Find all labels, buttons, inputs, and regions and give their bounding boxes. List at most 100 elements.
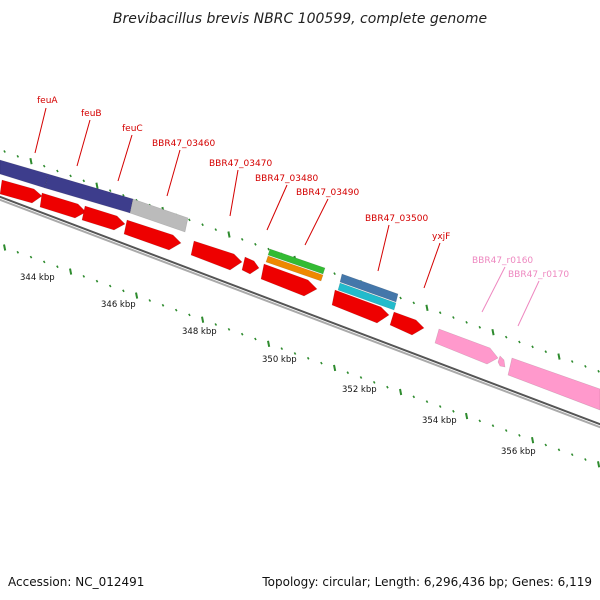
inner-tick-39: [518, 433, 521, 437]
inner-tick-23: [306, 356, 310, 360]
outer-tick-41: [544, 350, 548, 354]
leader-feuB: [76, 119, 91, 167]
genome-backbone: [0, 195, 600, 429]
inner-tick-8: [108, 284, 112, 288]
outer-tick-14: [188, 218, 191, 222]
outer-tick-42: [557, 353, 561, 360]
scale-label-350: 350 kbp: [262, 355, 297, 365]
cds-arrow-7[interactable]: [260, 263, 318, 297]
inner-tick-22: [293, 352, 297, 355]
inner-tick-35: [465, 412, 469, 420]
outer-tick-43: [570, 360, 574, 363]
inner-tick-5: [69, 268, 73, 275]
outer-tick-39: [518, 340, 521, 344]
cog-feature-blue[interactable]: [339, 273, 399, 303]
inner-tick-12: [161, 303, 165, 307]
scale-label-348: 348 kbp: [182, 327, 217, 337]
inner-tick-14: [188, 313, 191, 317]
cds-arrow-1[interactable]: [0, 179, 43, 204]
outer-tick-16: [214, 228, 218, 232]
cog-feature-orange[interactable]: [265, 255, 324, 282]
outer-tick-9: [122, 193, 125, 197]
inner-tick-2: [29, 255, 33, 259]
inner-tick-3: [42, 260, 46, 264]
gene-label-BBR47_03500[interactable]: BBR47_03500: [365, 214, 428, 224]
rna-arrow-1[interactable]: [434, 328, 499, 365]
inner-tick-29: [386, 385, 389, 389]
leader-BBR47_03480: [266, 184, 288, 231]
gene-label-BBR47_03480[interactable]: BBR47_03480: [255, 174, 318, 184]
inner-tick-37: [491, 424, 495, 428]
inner-tick-11: [148, 299, 152, 302]
cog-feature-cyan[interactable]: [337, 282, 397, 311]
outer-tick-6: [82, 179, 86, 183]
gene-label-BBR47_r0160[interactable]: BBR47_r0160: [472, 256, 533, 266]
inner-tick-9: [122, 289, 125, 293]
outer-tick-44: [584, 364, 587, 368]
inner-tick-18: [240, 332, 244, 336]
inner-tick-30: [399, 388, 403, 396]
cds-arrow-3[interactable]: [81, 205, 126, 231]
gene-label-yxjF[interactable]: yxjF: [432, 232, 450, 242]
cds-track: [0, 179, 425, 336]
outer-tick-45: [597, 369, 600, 373]
inner-tick-27: [359, 376, 363, 379]
cds-arrow-4[interactable]: [123, 219, 182, 251]
outer-tick-4: [56, 169, 59, 173]
leader-BBR47_03460: [166, 149, 181, 197]
gene-labels: feuA feuB feuC BBR47_03460 BBR47_03470 B…: [37, 96, 569, 280]
gene-label-BBR47_03490[interactable]: BBR47_03490: [296, 188, 359, 198]
cds-arrow-5[interactable]: [190, 240, 243, 271]
scale-label-346: 346 kbp: [101, 300, 136, 310]
inner-tick-33: [438, 405, 442, 408]
outer-tick-38: [504, 335, 508, 339]
leader-BBR47_03500: [377, 224, 390, 272]
outer-tick-31: [412, 301, 416, 305]
cds-arrow-2[interactable]: [39, 192, 87, 219]
inner-tick-42: [557, 448, 561, 452]
outer-tick-33: [438, 311, 442, 315]
leader-BBR47_03470: [229, 169, 239, 217]
inner-tick-21: [280, 347, 284, 351]
leader-feuC: [117, 134, 133, 182]
outer-tick-18: [240, 237, 244, 241]
scale-label-344: 344 kbp: [20, 273, 55, 283]
rna-arrow-3[interactable]: [507, 357, 600, 411]
cds-arrow-8[interactable]: [331, 289, 390, 324]
outer-tick-15: [201, 223, 204, 227]
scale-label-354: 354 kbp: [422, 416, 457, 426]
leader-feuA: [34, 107, 47, 154]
gene-label-BBR47_03470[interactable]: BBR47_03470: [209, 159, 272, 169]
genome-summary-text: Topology: circular; Length: 6,296,436 bp…: [261, 575, 592, 589]
inner-tick-41: [544, 443, 548, 447]
outer-tick-3: [42, 164, 46, 168]
cog-feature-green[interactable]: [267, 248, 326, 275]
gene-label-feuB[interactable]: feuB: [81, 109, 102, 119]
inner-tick-31: [412, 395, 416, 399]
gene-label-BBR47_r0170[interactable]: BBR47_r0170: [508, 270, 569, 280]
inner-tick-1: [16, 250, 20, 254]
cog-feature-grey[interactable]: [129, 198, 189, 233]
rna-arrow-2[interactable]: [497, 355, 506, 368]
outer-tick-35: [465, 320, 468, 324]
outer-tick-36: [478, 325, 482, 329]
rna-track: [434, 328, 600, 411]
inner-tick-26: [346, 371, 350, 375]
gene-label-BBR47_03460[interactable]: BBR47_03460: [152, 139, 215, 149]
cds-arrow-9[interactable]: [389, 311, 425, 336]
inner-tick-43: [570, 453, 574, 457]
gene-label-feuA[interactable]: feuA: [37, 96, 58, 106]
inner-tick-38: [504, 429, 508, 432]
gene-label-feuC[interactable]: feuC: [122, 124, 143, 134]
inner-tick-15: [201, 316, 205, 323]
cog-track: [0, 159, 399, 311]
leader-BBR47_r0160: [481, 266, 506, 313]
outer-tick-40: [531, 345, 534, 349]
scale-labels: 344 kbp 346 kbp 348 kbp 350 kbp 352 kbp …: [20, 273, 536, 457]
outer-tick-34: [452, 316, 455, 319]
outer-tick-7: [95, 182, 99, 189]
outer-tick-2: [29, 158, 33, 165]
scale-label-352: 352 kbp: [342, 385, 377, 395]
outer-tick-1: [16, 154, 20, 158]
cds-arrow-6[interactable]: [241, 256, 260, 275]
